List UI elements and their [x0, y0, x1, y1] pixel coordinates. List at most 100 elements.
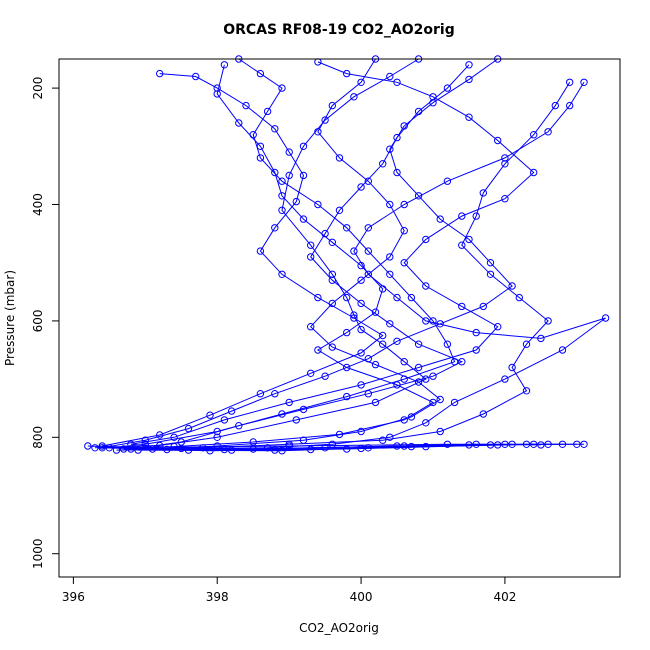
data-point — [566, 101, 574, 110]
data-point — [314, 293, 322, 302]
data-point — [407, 293, 416, 302]
data-point — [127, 440, 135, 448]
data-point — [393, 337, 401, 345]
data-point — [407, 442, 416, 451]
data-point — [494, 323, 502, 331]
data-point — [393, 168, 401, 177]
data-point — [501, 195, 509, 203]
chart-title: ORCAS RF08-19 CO2_AO2orig — [223, 22, 454, 38]
data-point — [429, 99, 437, 107]
y-axis: 200 400 600 800 1000 — [31, 77, 60, 569]
data-point — [307, 241, 315, 249]
data-point — [537, 441, 545, 449]
data-point — [422, 282, 430, 290]
data-point — [206, 411, 214, 419]
data-point — [386, 320, 394, 328]
data-point — [429, 93, 437, 101]
data-point — [321, 372, 329, 380]
data-point — [393, 133, 401, 142]
data-point — [479, 189, 487, 197]
data-point — [573, 440, 581, 448]
data-point — [249, 131, 257, 139]
data-point — [263, 444, 272, 452]
data-point — [321, 444, 329, 452]
data-point — [472, 212, 480, 220]
data-point — [522, 440, 531, 448]
data-point — [350, 247, 358, 255]
data-point — [551, 101, 559, 110]
data-point — [235, 422, 243, 430]
data-point — [148, 445, 157, 453]
data-point — [407, 413, 416, 421]
data-point — [458, 241, 466, 249]
x-axis: 396 398 400 402 — [62, 576, 516, 604]
data-point — [343, 363, 351, 372]
data-point — [307, 253, 315, 261]
data-point — [335, 154, 344, 162]
data-point — [371, 360, 380, 369]
data-point — [299, 436, 308, 444]
data-point — [465, 441, 473, 449]
data-point — [443, 340, 452, 348]
data-point — [530, 168, 538, 177]
data-point — [328, 238, 336, 247]
series-line — [87, 82, 606, 450]
data-point — [544, 128, 552, 136]
data-point — [328, 440, 336, 448]
data-point — [278, 410, 286, 418]
data-point — [227, 446, 236, 454]
data-point — [163, 445, 171, 454]
series-line — [130, 61, 535, 451]
data-point — [508, 282, 516, 290]
data-point — [472, 346, 480, 354]
data-point — [501, 440, 509, 448]
data-point — [544, 317, 552, 325]
data-point — [350, 93, 358, 101]
data-point — [357, 427, 365, 436]
data-point — [256, 247, 265, 255]
data-point — [429, 317, 437, 325]
y-tick-label: 400 — [31, 193, 45, 216]
data-point — [271, 125, 279, 133]
data-point — [357, 276, 365, 284]
data-point — [422, 375, 430, 383]
data-point — [371, 308, 380, 316]
data-point — [530, 131, 538, 139]
data-point — [199, 444, 207, 452]
data-point — [379, 340, 387, 348]
data-point — [465, 235, 473, 244]
data-point — [472, 328, 480, 337]
data-point — [508, 363, 516, 372]
data-point — [357, 78, 365, 87]
data-point — [220, 416, 229, 424]
series-line — [116, 82, 571, 451]
data-point — [278, 192, 286, 200]
y-tick-label: 1000 — [31, 538, 45, 569]
data-point — [443, 84, 452, 92]
data-point — [357, 183, 365, 191]
data-point — [263, 107, 272, 116]
data-point — [299, 405, 308, 414]
data-point — [400, 122, 408, 130]
data-point — [235, 119, 243, 127]
data-point — [328, 101, 336, 110]
data-point — [364, 390, 372, 398]
series-line — [102, 73, 577, 451]
data-point — [285, 148, 293, 156]
data-point — [486, 441, 495, 449]
data-point — [350, 311, 358, 319]
x-tick-label: 400 — [350, 590, 373, 604]
data-point — [357, 299, 365, 308]
series-line — [102, 58, 513, 452]
data-point — [486, 259, 495, 267]
data-point — [105, 444, 114, 452]
data-point — [379, 285, 387, 293]
data-point — [213, 90, 221, 98]
data-point — [314, 346, 322, 354]
data-point — [508, 440, 516, 448]
data-point — [170, 433, 178, 441]
data-point — [515, 293, 523, 302]
data-point — [299, 215, 308, 223]
data-point — [400, 416, 408, 424]
